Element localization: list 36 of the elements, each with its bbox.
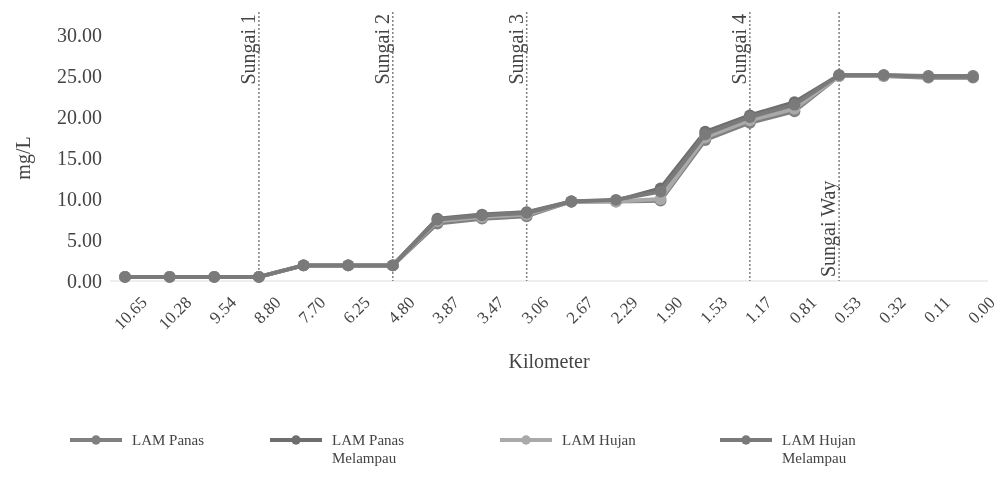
x-tick-label: 0.53 (830, 292, 865, 328)
y-tick-label: 25.00 (57, 64, 102, 87)
x-tick-label: 1.17 (741, 292, 776, 328)
ref-line-label: Sungai 1 (236, 14, 260, 85)
y-tick-label: 5.00 (67, 228, 102, 251)
y-axis-title: mg/L (12, 136, 35, 180)
x-axis-title: Kilometer (508, 350, 590, 372)
y-tick-label: 0.00 (67, 269, 102, 292)
x-tick-label: 7.70 (294, 292, 330, 328)
ref-line-label: Sungai Way (817, 180, 841, 277)
y-tick-label: 10.00 (57, 187, 102, 210)
y-tick-label: 30.00 (57, 23, 102, 46)
legend-label: LAM Hujan Melampau (782, 432, 857, 466)
x-tick-label: 0.81 (785, 292, 821, 328)
x-tick-label: 8.80 (250, 292, 285, 328)
ref-line-label: Sungai 2 (370, 14, 394, 85)
x-tick-label: 4.80 (384, 292, 419, 328)
legend-label: LAM Panas Melampau (332, 432, 405, 466)
x-tick-label: 3.47 (473, 292, 509, 328)
y-tick-label: 20.00 (57, 105, 102, 128)
y-tick-label: 15.00 (57, 146, 102, 169)
legend-label: LAM Panas (132, 432, 205, 448)
x-tick-label: 0.00 (964, 292, 999, 328)
ref-line-label: Sungai 3 (504, 14, 528, 85)
ref-line-label: Sungai 4 (727, 14, 751, 85)
x-tick-label: 2.67 (562, 292, 598, 328)
x-tick-label: 6.25 (339, 292, 374, 328)
legend-label: LAM Hujan (562, 432, 637, 448)
x-tick-label: 2.29 (607, 292, 642, 328)
x-tick-label: 1.90 (651, 292, 687, 328)
x-tick-label: 0.11 (920, 292, 955, 327)
x-tick-label: 1.53 (696, 292, 731, 328)
x-tick-label: 3.87 (428, 292, 464, 328)
x-tick-label: 0.32 (875, 292, 910, 328)
x-tick-label: 9.54 (205, 292, 241, 328)
x-tick-label: 3.06 (517, 292, 553, 328)
